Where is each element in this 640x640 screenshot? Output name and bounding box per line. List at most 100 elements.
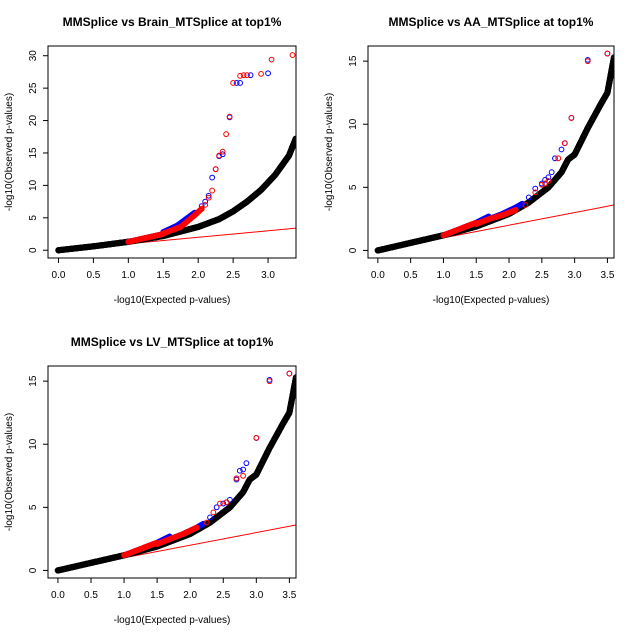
point-blue (532, 185, 539, 192)
plot-area (374, 50, 614, 254)
point-red (286, 370, 293, 377)
point-black (90, 243, 97, 250)
point-black (98, 242, 106, 249)
point-red (160, 230, 167, 237)
point-blue (226, 496, 233, 503)
chart-title: MMSplice vs LV_MTSplice at top1% (71, 335, 274, 349)
x-tick-label: 0.0 (371, 270, 385, 281)
series-red (440, 50, 611, 239)
point-black (195, 223, 202, 231)
x-tick-label: 1.5 (150, 590, 164, 601)
chart-title: MMSplice vs AA_MTSplice at top1% (389, 15, 594, 29)
point-blue (548, 169, 555, 176)
series-black (374, 54, 614, 254)
point-blue (240, 466, 246, 473)
point-red (198, 206, 204, 213)
y-axis-label: -log10(Observed p-values) (324, 93, 335, 211)
point-blue (552, 155, 558, 162)
point-black (290, 139, 296, 146)
point-red (512, 207, 519, 213)
point-red (219, 148, 226, 155)
point-red (177, 223, 184, 230)
point-red (244, 72, 251, 79)
point-blue (265, 70, 271, 77)
point-red (191, 212, 198, 219)
y-tick-label: 5 (348, 184, 359, 190)
plot-frame (47, 45, 297, 259)
point-blue (519, 200, 526, 207)
point-red (584, 58, 591, 65)
x-axis-label: -log10(Expected p-values) (114, 295, 231, 306)
point-red (555, 155, 562, 162)
point-red (226, 113, 233, 120)
point-red (233, 475, 240, 482)
y-tick-label: 15 (348, 55, 359, 67)
point-black (201, 221, 208, 228)
point-red (289, 52, 296, 58)
point-blue (233, 80, 240, 86)
point-blue (545, 174, 552, 181)
point-blue (209, 174, 216, 181)
point-red (167, 535, 174, 542)
point-blue (247, 72, 254, 79)
point-black (204, 220, 211, 227)
x-tick-label: 3.0 (261, 270, 275, 281)
point-red (203, 519, 210, 526)
point-red (473, 221, 480, 227)
point-red (212, 166, 219, 173)
x-tick-label: 0.0 (52, 270, 66, 281)
point-blue (202, 198, 209, 205)
chart-panel-1: MMSplice vs Brain_MTSplice at top1% 0.0 0.… (4, 15, 297, 306)
point-blue (205, 192, 212, 199)
x-tick-label: 1.5 (469, 270, 483, 281)
y-tick-label: 5 (28, 215, 39, 221)
x-tick-label: 1.0 (117, 590, 131, 601)
point-red (499, 212, 506, 219)
plot-frame (47, 365, 297, 579)
plot-area (54, 370, 296, 574)
series-red (125, 52, 296, 245)
x-tick-label: 0.0 (51, 590, 65, 601)
point-black (210, 218, 217, 225)
y-tick-label: 25 (28, 82, 39, 94)
point-black (291, 137, 296, 144)
x-tick-label: 2.5 (216, 590, 230, 601)
point-red (604, 50, 611, 57)
series-blue (121, 370, 293, 559)
point-black (116, 239, 123, 247)
point-blue (220, 500, 227, 507)
y-tick-label: 0 (28, 247, 39, 253)
point-blue (200, 520, 207, 527)
point-red (268, 56, 275, 63)
point-blue (219, 151, 226, 158)
x-tick-label: 0.5 (404, 270, 418, 281)
point-blue (558, 146, 565, 153)
point-red (561, 140, 568, 147)
series-black (54, 374, 296, 574)
point-black (72, 245, 80, 252)
point-black (207, 219, 214, 226)
point-red (266, 378, 273, 385)
chart-panel-3: MMSplice vs LV_MTSplice at top1% 0.0 0.5 1.… (4, 335, 297, 626)
point-blue (237, 80, 244, 86)
point-black (81, 244, 88, 251)
point-blue (243, 460, 250, 467)
x-tick-label: 3.0 (568, 270, 582, 281)
series-black (55, 135, 296, 254)
y-tick-label: 10 (348, 118, 359, 130)
chart-panel-2: MMSplice vs AA_MTSplice at top1% 0.0 0.5 1.… (324, 15, 615, 306)
series-blue (440, 50, 611, 239)
y-tick-label: 0 (348, 247, 359, 253)
y-tick-label: 10 (28, 438, 39, 450)
x-axis-label: -log10(Expected p-values) (114, 615, 231, 626)
series-red (121, 370, 293, 559)
x-tick-label: 1.0 (121, 270, 135, 281)
point-red (210, 509, 217, 516)
point-blue (207, 514, 213, 521)
x-tick-label: 2.5 (535, 270, 549, 281)
x-tick-label: 3.0 (249, 590, 263, 601)
point-black (291, 138, 296, 145)
x-tick-label: 3.5 (282, 590, 296, 601)
point-red (205, 194, 212, 201)
